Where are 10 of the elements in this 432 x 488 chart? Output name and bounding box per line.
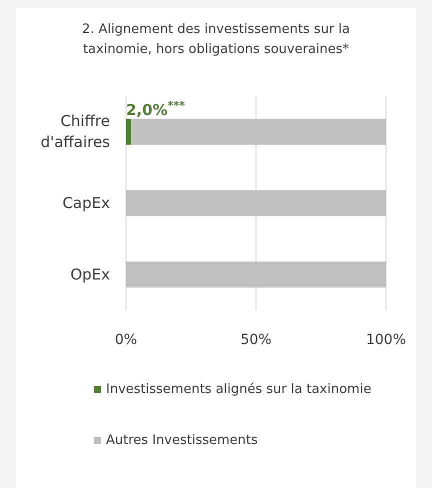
data-label: 2,0%$^{***}$ xyxy=(126,98,186,119)
legend-label: Autres Investissements xyxy=(106,433,258,448)
chart-title: 2. Alignement des investissements sur la taxinomie, hors obligations souveraines* xyxy=(81,21,351,59)
x-tick-label: 0% xyxy=(114,332,138,348)
x-tick-label: 50% xyxy=(240,332,272,348)
legend-label: Investissements alignés sur la taxinomie xyxy=(106,382,372,397)
x-tick-label: 100% xyxy=(366,332,406,348)
y-tick-label: CapEx xyxy=(62,194,110,212)
y-tick-label: OpEx xyxy=(70,265,110,284)
y-tick-label: Chiffre d'affaires xyxy=(40,112,110,152)
